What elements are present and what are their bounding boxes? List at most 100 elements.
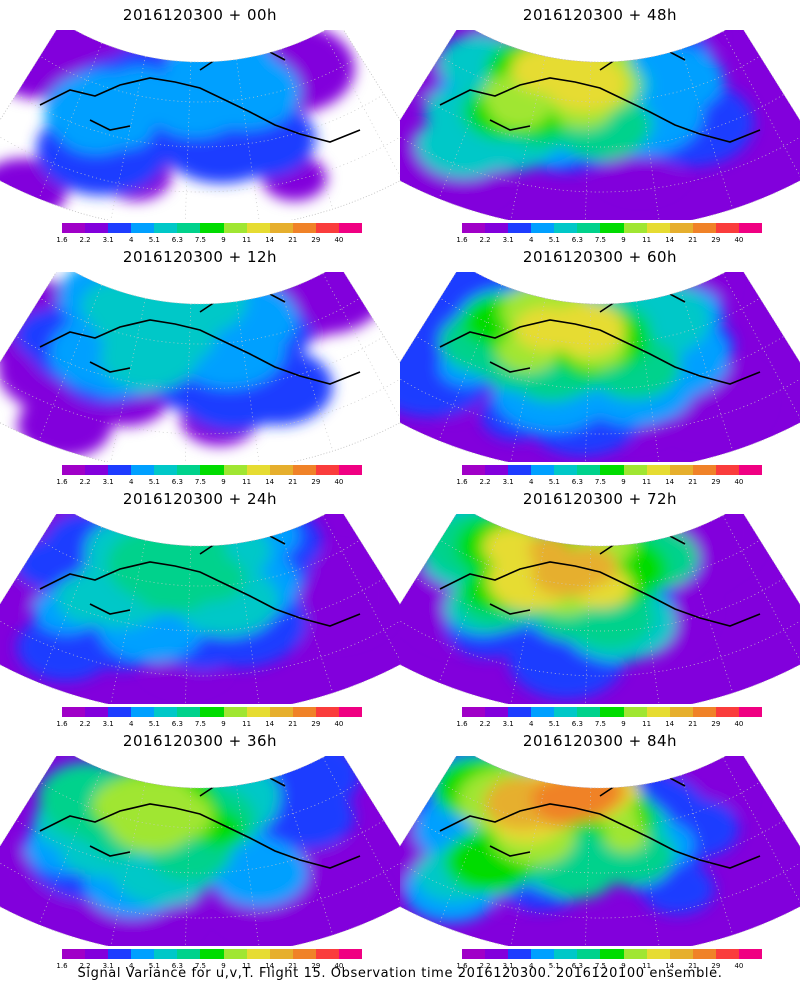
colorbar-tick-label: 40 [334, 720, 344, 728]
colorbar-tick-label: 11 [242, 478, 252, 486]
colorbar-swatch [646, 223, 670, 233]
map-border [400, 514, 800, 704]
colorbar-swatch [669, 707, 693, 717]
map-panel: 2016120300 + 60h 1.6 2.2 3.1 4 5.1 6.3 7.5 9 11 14… [400, 242, 800, 486]
colorbar-swatch [600, 949, 624, 959]
colorbar-swatch [246, 223, 270, 233]
colorbar-swatch [246, 465, 270, 475]
colorbar-swatch [269, 707, 293, 717]
colorbar-swatch [85, 465, 109, 475]
variance-blob [568, 303, 617, 338]
figure-caption: Signal Variance for u,v,T. Flight 15. Ob… [77, 966, 723, 981]
colorbar-labels: 1.6 2.2 3.1 4 5.1 6.3 7.5 9 11 14 21 29 40 [455, 236, 775, 246]
variance-map [0, 756, 400, 946]
panel-title: 2016120300 + 48h [522, 6, 678, 24]
colorbar-tick-label: 4 [128, 478, 134, 486]
colorbar-tick-label: 14 [265, 720, 275, 728]
colorbar-tick-label: 3.1 [102, 478, 114, 486]
colorbar [462, 949, 763, 959]
variance-field [400, 272, 800, 462]
colorbar-swatch [623, 949, 647, 959]
colorbar-tick-label: 4 [528, 720, 534, 728]
map-border [400, 272, 800, 462]
colorbar-swatch [85, 949, 109, 959]
colorbar-tick-label: 11 [642, 236, 652, 244]
colorbar-swatch [177, 707, 201, 717]
colorbar-swatch [292, 223, 316, 233]
colorbar-tick-label: 40 [334, 478, 344, 486]
variance-map [0, 514, 400, 704]
variance-blob [528, 535, 571, 565]
colorbar-tick-label: 14 [665, 236, 675, 244]
map-panel: 2016120300 + 36h 1.6 2.2 3.1 4 5.1 6.3 7.5 9 11 14… [0, 726, 400, 970]
colorbar-swatch [108, 707, 132, 717]
colorbar-swatch [600, 223, 624, 233]
colorbar-swatch [131, 465, 155, 475]
colorbar-swatch [292, 949, 316, 959]
map-border [0, 272, 400, 462]
variance-map [400, 30, 800, 220]
colorbar-swatch [200, 465, 224, 475]
colorbar-tick-label: 1.6 [456, 478, 468, 486]
colorbar-tick-label: 6.3 [171, 236, 183, 244]
colorbar-swatch [623, 223, 647, 233]
colorbar-tick-label: 29 [711, 478, 721, 486]
colorbar-tick-label: 1.6 [56, 962, 68, 970]
colorbar-tick-label: 11 [242, 720, 252, 728]
colorbar-swatch [577, 465, 601, 475]
variance-field [400, 514, 800, 704]
colorbar-swatch [715, 949, 739, 959]
variance-blob [104, 775, 178, 828]
colorbar-swatch [577, 707, 601, 717]
map-panel: 2016120300 + 00h 1.6 2.2 3.1 4 5.1 6.3 7.5 9 11 14… [0, 0, 400, 244]
colorbar-tick-label: 6.3 [571, 962, 583, 970]
colorbar-swatch [315, 465, 339, 475]
colorbar-swatch [462, 949, 486, 959]
colorbar-tick-label: 1.6 [456, 962, 468, 970]
colorbar-swatch [738, 465, 763, 475]
colorbar-swatch [577, 949, 601, 959]
variance-blob [124, 536, 181, 576]
colorbar-tick-label: 29 [311, 478, 321, 486]
colorbar-tick-label: 7.5 [194, 720, 207, 728]
colorbar-swatch [669, 223, 693, 233]
colorbar-tick-label: 7.5 [194, 962, 207, 970]
variance-field [0, 756, 400, 946]
colorbar-tick-label: 11 [242, 962, 252, 970]
colorbar-swatch [485, 949, 509, 959]
colorbar-tick-label: 2.2 [79, 962, 91, 970]
variance-field [0, 30, 400, 220]
colorbar-tick-label: 1.6 [56, 236, 68, 244]
colorbar-tick-label: 7.5 [594, 962, 607, 970]
colorbar-swatch [715, 707, 739, 717]
colorbar-swatch [269, 465, 293, 475]
variance-field [400, 756, 800, 946]
colorbar-swatch [154, 223, 178, 233]
colorbar-swatch [692, 949, 716, 959]
colorbar-swatch [485, 465, 509, 475]
colorbar-swatch [85, 707, 109, 717]
colorbar-swatch [531, 949, 555, 959]
colorbar-swatch [62, 707, 86, 717]
variance-blob [551, 775, 616, 821]
colorbar-tick-label: 4 [528, 236, 534, 244]
colorbar-tick-label: 9 [221, 236, 226, 244]
colorbar-tick-label: 9 [221, 478, 226, 486]
colorbar-tick-label: 21 [688, 236, 698, 244]
colorbar-tick-label: 3.1 [502, 236, 514, 244]
colorbar-tick-label: 11 [242, 236, 252, 244]
colorbar-swatch [623, 465, 647, 475]
colorbar-tick-label: 1.6 [456, 236, 468, 244]
colorbar-swatch [62, 465, 86, 475]
colorbar-swatch [692, 707, 716, 717]
colorbar-tick-label: 21 [288, 720, 298, 728]
colorbar-tick-label: 2.2 [479, 478, 491, 486]
panel-title: 2016120300 + 24h [122, 490, 278, 508]
colorbar [62, 223, 363, 233]
variance-field [0, 514, 400, 704]
colorbar-tick-label: 3.1 [102, 236, 114, 244]
colorbar-tick-label: 14 [665, 962, 675, 970]
graticule [0, 30, 400, 220]
colorbar-tick-label: 7.5 [594, 236, 607, 244]
colorbar-swatch [531, 465, 555, 475]
